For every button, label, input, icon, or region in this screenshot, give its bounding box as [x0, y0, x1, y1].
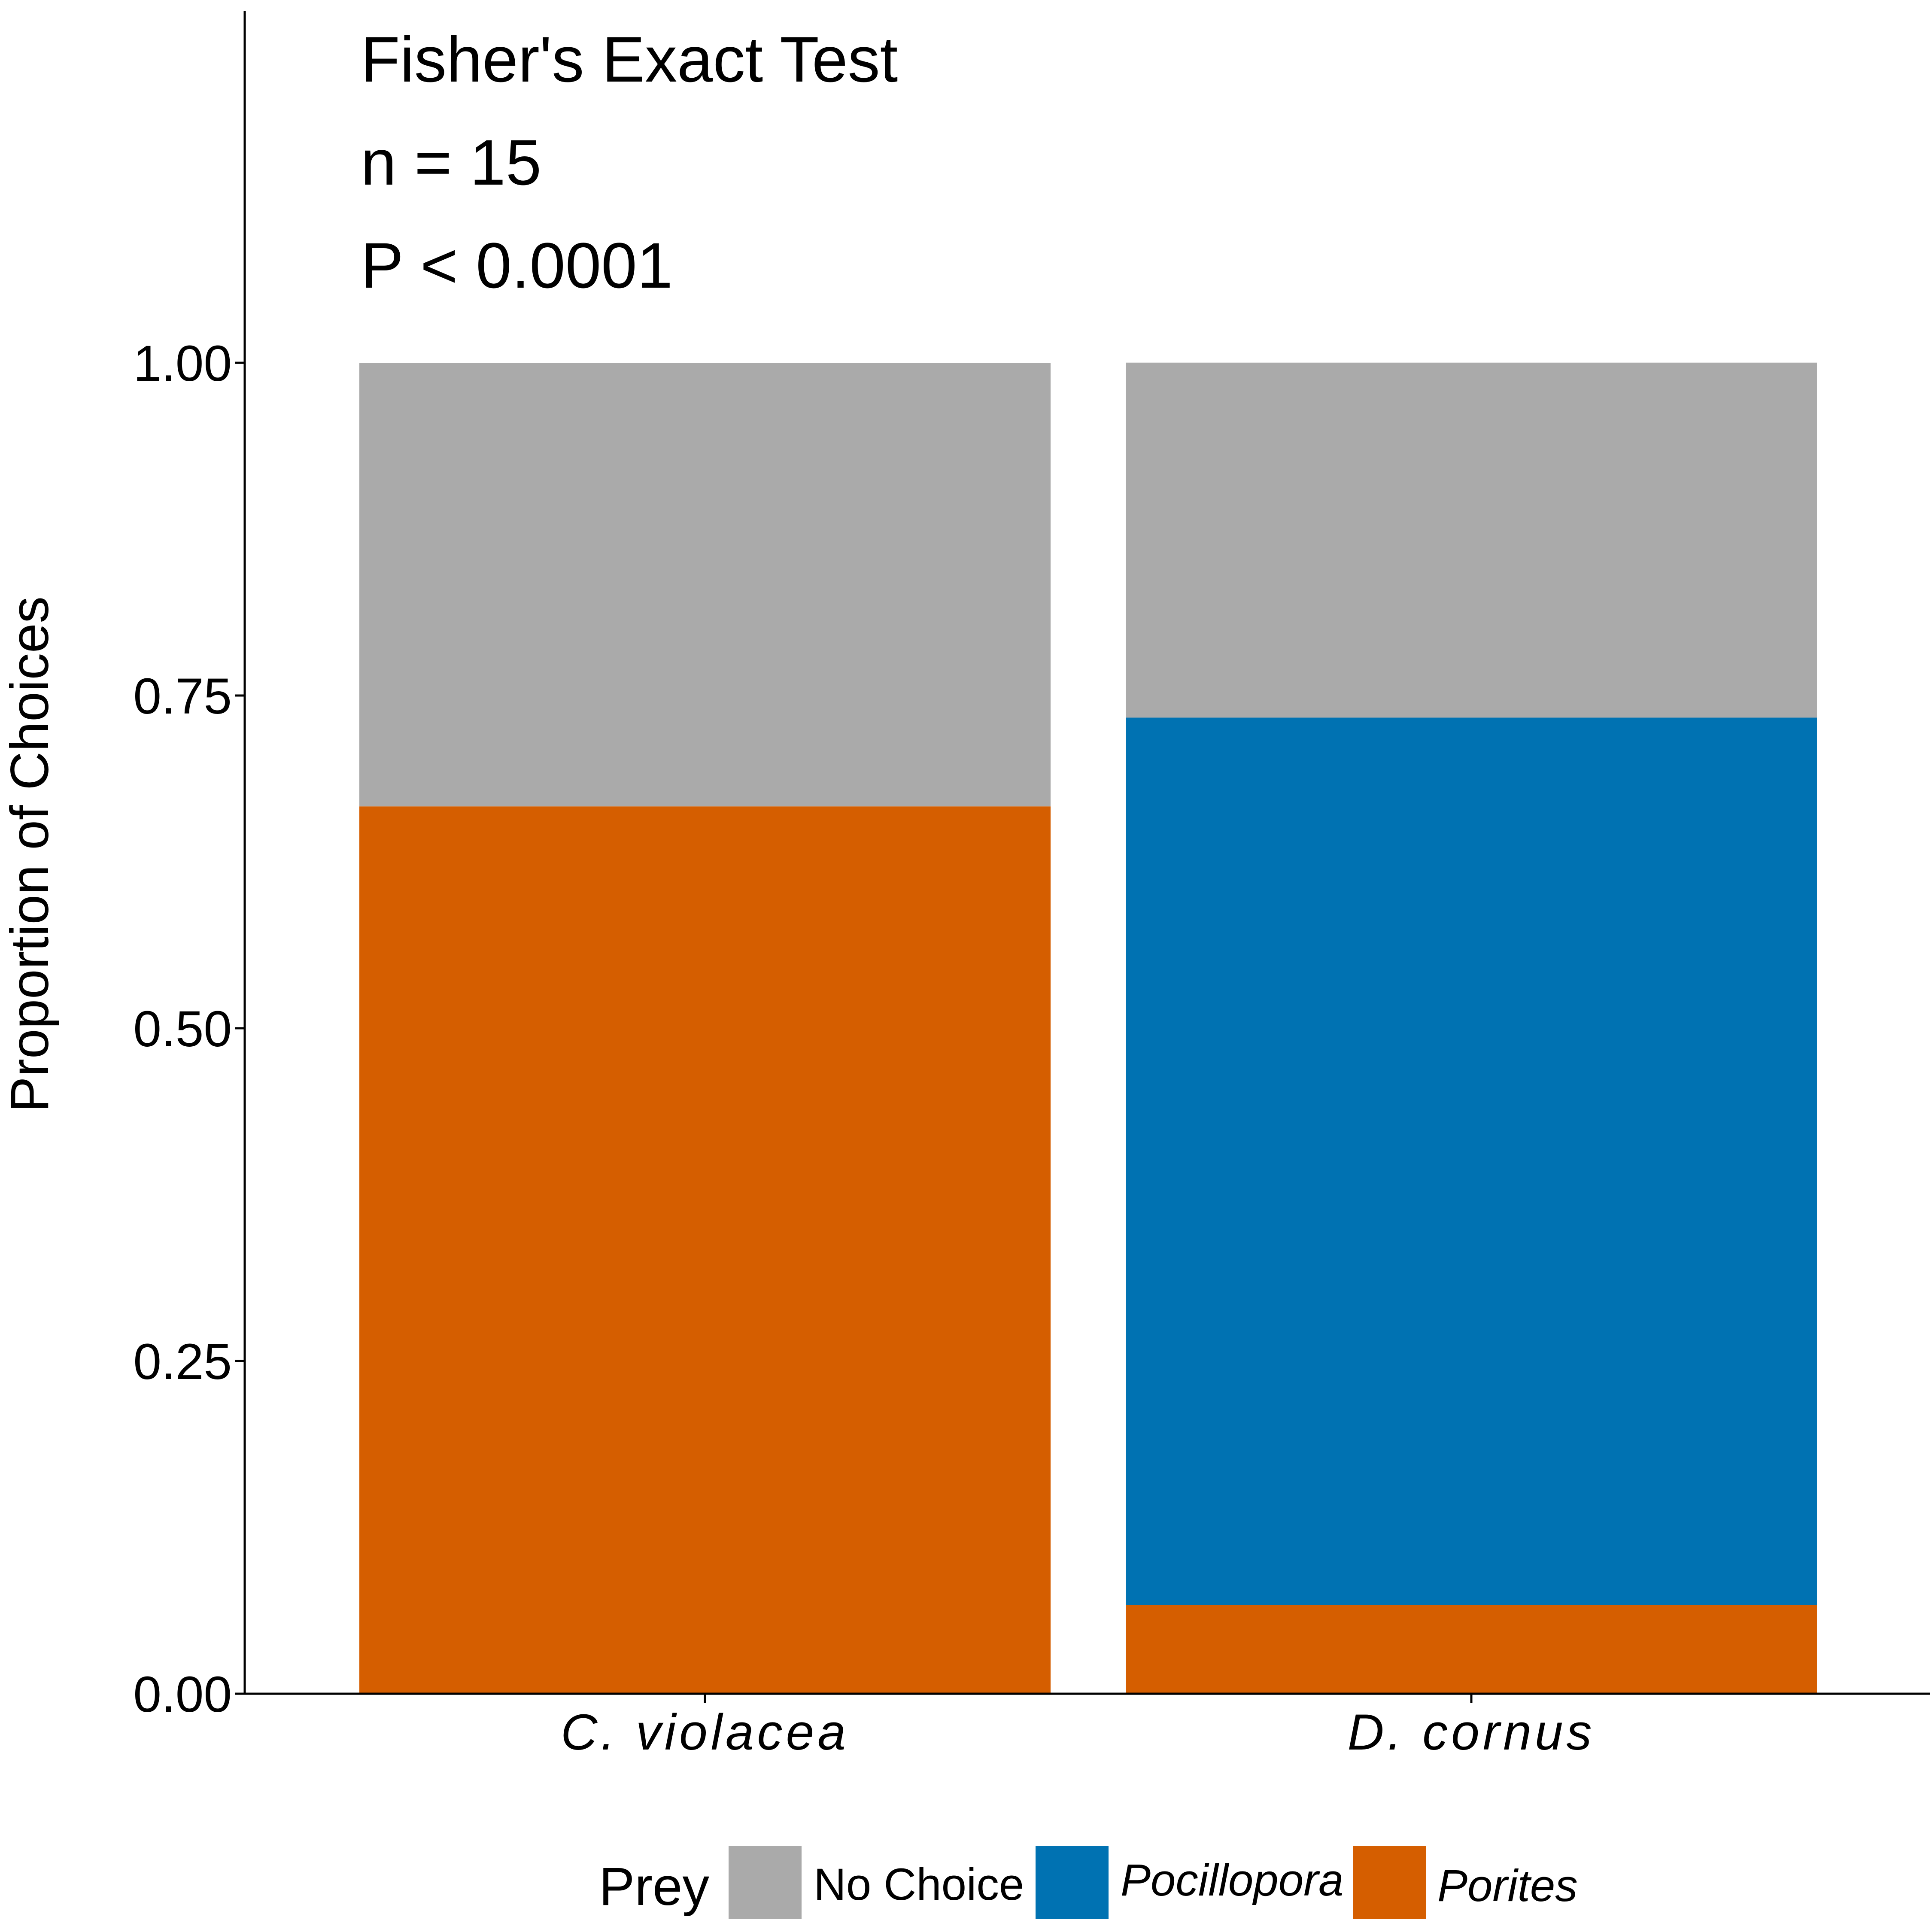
legend-label-porites: Porites — [1437, 1861, 1578, 1911]
bar-d-cornus-porites — [1126, 1605, 1817, 1694]
y-tick-label: 0.00 — [133, 1666, 232, 1723]
legend-key-porites — [1353, 1846, 1426, 1919]
bar-d-cornus-pocillopora — [1126, 717, 1817, 1605]
bar-c-violacea-no-choice — [359, 363, 1051, 807]
y-tick-label: 0.50 — [133, 1001, 232, 1057]
legend-label-no-choice: No Choice — [814, 1859, 1024, 1910]
annotation-1: Fisher's Exact Test — [361, 23, 898, 95]
bar-d-cornus-no-choice — [1126, 362, 1817, 718]
legend-key-no-choice — [729, 1846, 802, 1919]
axes: 0.00 0.25 0.50 0.75 1.00 C. violacea D. cornus — [133, 11, 1930, 1761]
test-annotations: Fisher's Exact Test n = 15 P < 0.0001 — [361, 23, 898, 301]
y-tick-label: 1.00 — [133, 335, 232, 392]
x-tick-label: D. cornus — [1348, 1704, 1595, 1761]
annotation-2: n = 15 — [361, 126, 541, 198]
x-tick-label: C. violacea — [561, 1704, 849, 1761]
legend: Prey No Choice Pocillopora Porites — [599, 1846, 1578, 1919]
bar-c-violacea-porites — [359, 806, 1051, 1694]
bars — [359, 362, 1817, 1694]
y-axis-label: Proportion of Choices — [0, 596, 60, 1112]
y-tick-label: 0.25 — [133, 1334, 232, 1390]
annotation-3: P < 0.0001 — [361, 229, 673, 301]
legend-key-pocillopora — [1036, 1846, 1109, 1919]
legend-title: Prey — [599, 1857, 710, 1917]
y-tick-label: 0.75 — [133, 668, 232, 725]
legend-label-pocillopora: Pocillopora — [1121, 1855, 1343, 1905]
